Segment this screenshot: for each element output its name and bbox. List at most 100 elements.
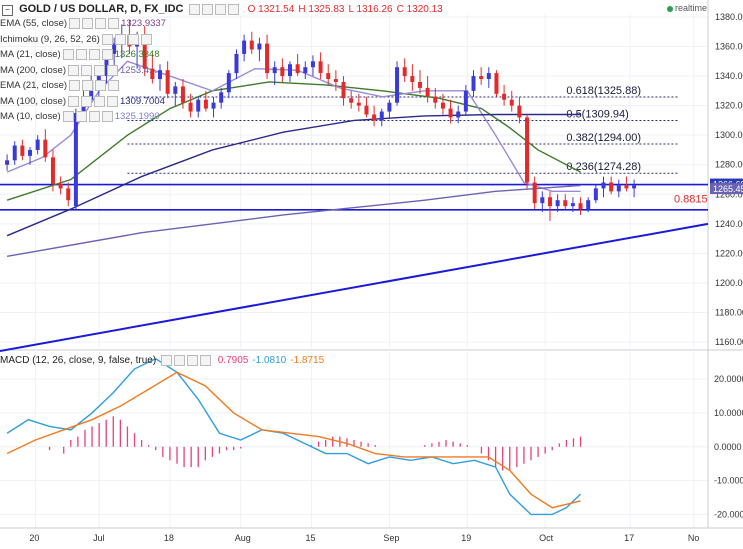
indicator-tool-icon[interactable]: [101, 111, 113, 122]
indicator-tool-icon[interactable]: [82, 80, 94, 91]
indicator-tool-icon[interactable]: [101, 33, 113, 45]
candle-body: [494, 73, 499, 94]
eye-icon[interactable]: [160, 355, 172, 366]
ohlc-h: H 1325.83: [298, 4, 345, 15]
macd-header: MACD (12, 26, close, 9, false, true) 0.7…: [0, 355, 324, 366]
candle-body: [593, 188, 598, 201]
remove-icon[interactable]: [214, 3, 226, 15]
indicator-tool-icon[interactable]: [75, 49, 87, 60]
indicator-name: EMA (21, close): [0, 80, 68, 92]
candle-body: [66, 188, 71, 201]
indicator-tool-icon[interactable]: [81, 95, 92, 107]
indicator-tool-icon[interactable]: [62, 49, 74, 60]
macd-series-macd: [6, 357, 582, 516]
candle-body: [570, 203, 575, 207]
candle-body: [272, 67, 277, 74]
indicator-tool-icon[interactable]: [88, 49, 100, 60]
candle-body: [234, 53, 239, 74]
candle-body: [440, 102, 445, 109]
indicator-tool-icon[interactable]: [114, 33, 126, 45]
candle-body: [517, 105, 522, 118]
remove-icon[interactable]: [186, 355, 198, 366]
price-tick-label: 1360.00: [715, 42, 743, 52]
indicator-name: MA (200, close): [0, 64, 66, 76]
candle-body: [540, 197, 545, 204]
x-tick-label: 20: [29, 533, 39, 543]
candle-body: [425, 87, 430, 97]
indicator-row[interactable]: MA (10, close) 1325.1990: [0, 111, 162, 122]
indicator-tool-icon[interactable]: [75, 111, 87, 122]
indicator-tool-icon[interactable]: [108, 80, 120, 91]
candle-body: [601, 182, 606, 189]
indicator-tool-icon[interactable]: [82, 18, 94, 29]
candle-body: [410, 76, 415, 82]
candle-body: [28, 149, 33, 156]
price-tick-label: 1260.00: [715, 189, 743, 199]
candle-body: [158, 70, 163, 80]
indicator-tool-icon[interactable]: [101, 49, 113, 60]
candle-body: [249, 40, 254, 50]
indicator-name: MA (100, close): [0, 95, 66, 107]
candle-body: [356, 102, 361, 106]
indicator-tool-icon[interactable]: [69, 18, 81, 29]
x-tick-label: 17: [624, 533, 634, 543]
candle-body: [563, 200, 568, 207]
price-tick-label: 1180.00: [715, 308, 743, 318]
candle-body: [502, 93, 507, 100]
candle-body: [578, 203, 583, 210]
indicator-tool-icon[interactable]: [88, 111, 100, 122]
eye-icon[interactable]: [188, 3, 200, 15]
indicator-tool-icon[interactable]: [62, 111, 74, 122]
indicator-row[interactable]: EMA (55, close) 1323.9337: [0, 18, 168, 29]
indicator-tool-icon[interactable]: [107, 95, 118, 107]
ohlc-o: O 1321.54: [247, 4, 295, 15]
settings-icon[interactable]: [201, 3, 213, 15]
price-tick-label: 1240.00: [715, 219, 743, 229]
indicator-row[interactable]: Ichimoku (9, 26, 52, 26): [0, 33, 152, 45]
indicator-tool-icon[interactable]: [69, 80, 81, 91]
macd-values: 0.7905 -1.0810 -1.8715: [214, 355, 324, 366]
overlay-ma-100-close-: [6, 113, 581, 237]
indicator-tool-icon[interactable]: [94, 95, 105, 107]
candle-body: [326, 73, 331, 80]
candle-body: [112, 43, 117, 54]
x-tick-label: No: [688, 533, 700, 543]
candle-body: [395, 67, 400, 103]
chart-header: − GOLD / US DOLLAR, D, FX_IDC O 1321.54 H…: [2, 3, 447, 16]
indicator-tool-icon[interactable]: [68, 95, 79, 107]
indicator-tool-icon[interactable]: [94, 64, 105, 76]
collapse-icon[interactable]: −: [2, 5, 13, 16]
indicator-tool-icon[interactable]: [81, 64, 92, 76]
indicator-row[interactable]: MA (21, close) 1326.3348: [0, 49, 162, 60]
indicator-row[interactable]: MA (100, close) 1309.7004: [0, 95, 167, 107]
candle-body: [43, 139, 48, 158]
candle-body: [295, 64, 300, 74]
x-tick-label: 19: [461, 533, 471, 543]
indicator-row[interactable]: MA (200, close) 1253.4...: [0, 64, 159, 76]
indicator-tool-icon[interactable]: [127, 33, 139, 45]
candle-body: [586, 200, 591, 210]
realtime-indicator: realtime: [667, 3, 707, 13]
trendline: [0, 222, 709, 352]
price-tick-label: 1280.00: [715, 160, 743, 170]
indicator-value: 1323.9337: [121, 18, 166, 30]
indicator-tool-icon[interactable]: [68, 64, 79, 76]
more-icon[interactable]: [227, 3, 239, 15]
indicator-tool-icon[interactable]: [95, 80, 107, 91]
indicator-tool-icon[interactable]: [95, 18, 107, 29]
macd-tick-label: -10.0000: [714, 476, 743, 486]
macd-series-signal: [6, 371, 581, 509]
ohlc-l: L 1316.26: [348, 4, 393, 15]
candle-body: [104, 53, 109, 77]
indicator-tool-icon[interactable]: [140, 33, 152, 45]
indicator-row[interactable]: EMA (21, close): [0, 80, 120, 92]
more-icon[interactable]: [199, 355, 211, 366]
indicator-tool-icon[interactable]: [108, 18, 120, 29]
settings-icon[interactable]: [173, 355, 185, 366]
candle-body: [417, 81, 422, 88]
overlay-ma-21-close-: [6, 81, 581, 201]
price-tick-label: 1200.00: [715, 278, 743, 288]
indicator-tool-icon[interactable]: [107, 64, 118, 76]
